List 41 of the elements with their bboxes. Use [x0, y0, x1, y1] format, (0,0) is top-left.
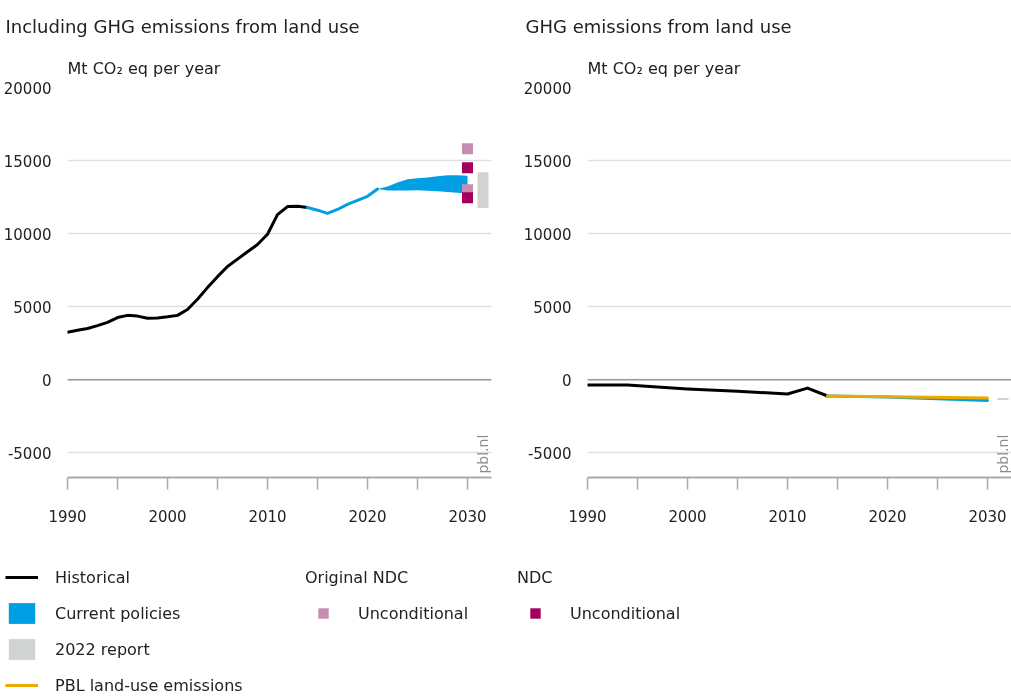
- y-tick-label: 15000: [3, 152, 52, 171]
- line-series: [67, 204, 309, 334]
- x-tick-label: 1990: [568, 507, 607, 526]
- y-tick-label: 5000: [13, 298, 52, 317]
- annotation: pbl.nl: [995, 434, 1011, 474]
- legend-label: Current policies: [55, 603, 181, 623]
- x-tick-label: 2020: [348, 507, 387, 526]
- x-tick-label: 2000: [148, 507, 187, 526]
- point: [462, 143, 473, 155]
- y-tick-label: 0: [561, 371, 572, 390]
- y-tick-label: 20000: [3, 79, 52, 98]
- legend-label: Unconditional: [358, 603, 469, 623]
- x-tick-label: 2000: [668, 507, 707, 526]
- x-tick-label: 2020: [868, 507, 907, 526]
- annotation: pbl.nl: [475, 434, 491, 474]
- y-tick-label: -5000: [527, 444, 572, 463]
- y-tick-label: 20000: [523, 79, 572, 98]
- legend-label: Unconditional: [570, 603, 681, 623]
- legend-label: PBL land-use emissions: [55, 675, 243, 695]
- point: [462, 192, 473, 204]
- x-tick-label: 2030: [448, 507, 487, 526]
- text: NDC: [517, 568, 554, 587]
- line-series: [587, 383, 829, 398]
- y-tick-label: 5000: [533, 298, 572, 317]
- chart-title: Including GHG emissions from land use: [5, 15, 360, 37]
- x-tick-label: 1990: [48, 507, 87, 526]
- y-axis-title: Mt CO₂ eq per year: [587, 59, 741, 78]
- y-tick-label: 10000: [3, 225, 52, 244]
- y-tick-label: 10000: [523, 225, 572, 244]
- x-tick-label: 2030: [968, 507, 1007, 526]
- y-axis-title: Mt CO₂ eq per year: [67, 59, 221, 78]
- point: [462, 162, 473, 174]
- y-tick-label: -5000: [7, 444, 52, 463]
- y-tick-label: 0: [41, 371, 52, 390]
- chart-title: GHG emissions from land use: [525, 15, 792, 37]
- text: Original NDC: [305, 568, 410, 587]
- x-tick-label: 2010: [248, 507, 287, 526]
- legend-label: Historical: [55, 567, 130, 587]
- legend-label: 2022 report: [55, 639, 150, 659]
- x-tick-label: 2010: [768, 507, 807, 526]
- y-tick-label: 15000: [523, 152, 572, 171]
